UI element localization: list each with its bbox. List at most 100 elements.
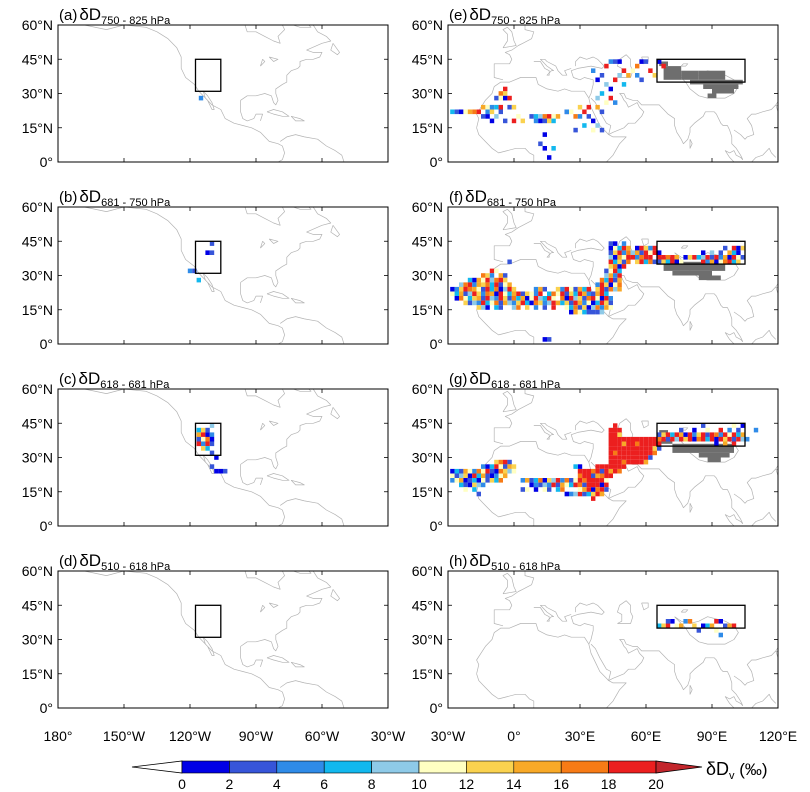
grid-cell bbox=[613, 264, 618, 269]
y-tick-label: 0° bbox=[430, 336, 443, 352]
grid-cell bbox=[494, 268, 499, 274]
grid-cell bbox=[617, 273, 622, 278]
y-tick-label: 60°N bbox=[22, 381, 53, 397]
grid-cell bbox=[564, 478, 569, 483]
grid-cell bbox=[709, 432, 715, 437]
grid-cell bbox=[613, 464, 618, 469]
panel-f: 60°N 45°N 30°N 15°N 0° (f) δD681 - 750 hPa bbox=[412, 187, 779, 352]
coastline bbox=[260, 240, 266, 249]
grid-cell bbox=[709, 623, 715, 629]
grid-cell bbox=[608, 441, 613, 447]
colorbar-segment bbox=[560, 760, 609, 774]
grid-cell bbox=[485, 300, 490, 306]
grid-cell bbox=[454, 468, 459, 474]
grid-cell bbox=[595, 282, 600, 287]
grid-cell bbox=[613, 446, 618, 451]
grid-cell bbox=[573, 127, 578, 133]
grid-cell bbox=[657, 250, 662, 255]
grid-cell bbox=[621, 68, 627, 73]
grid-cell bbox=[481, 300, 486, 306]
grid-cell bbox=[582, 286, 587, 292]
grid-cell bbox=[582, 473, 587, 479]
grid-cell bbox=[736, 432, 741, 437]
grid-cell bbox=[617, 427, 622, 433]
grid-cell bbox=[463, 300, 468, 306]
grid-cell bbox=[573, 482, 578, 488]
grid-cell bbox=[564, 491, 569, 497]
coastline bbox=[293, 207, 312, 210]
grid-cell bbox=[481, 478, 486, 483]
terrain-mask-cell bbox=[672, 270, 712, 276]
coastline bbox=[493, 571, 535, 627]
grid-cell bbox=[459, 282, 464, 287]
grid-cell bbox=[586, 478, 591, 483]
grid-cell bbox=[577, 482, 583, 488]
terrain-mask-cell bbox=[690, 443, 734, 453]
grid-cell bbox=[643, 259, 649, 265]
grid-cell bbox=[481, 104, 486, 110]
grid-cell bbox=[498, 291, 503, 297]
grid-cell bbox=[463, 482, 468, 488]
panel-a: 60°N 45°N 30°N 15°N 0° (a) δD750 - 825 hPa bbox=[22, 5, 389, 170]
grid-cell bbox=[551, 146, 556, 151]
grid-cell bbox=[511, 305, 517, 310]
grid-cell bbox=[599, 109, 605, 115]
coastline bbox=[570, 238, 605, 281]
grid-cell bbox=[209, 423, 215, 428]
grid-cell bbox=[577, 104, 583, 110]
grid-cell bbox=[652, 245, 657, 251]
grid-cell bbox=[639, 441, 644, 447]
y-tick-label: 15°N bbox=[412, 302, 443, 318]
grid-cell bbox=[613, 268, 618, 274]
grid-cell bbox=[714, 441, 719, 447]
grid-cell bbox=[586, 482, 591, 488]
colorbar-tick-label: 4 bbox=[273, 776, 281, 792]
grid-cell bbox=[489, 282, 495, 287]
grid-cell bbox=[476, 277, 481, 283]
grid-cell bbox=[613, 286, 618, 292]
grid-cell bbox=[214, 468, 219, 474]
grid-cell bbox=[608, 468, 613, 474]
y-tick-label: 30°N bbox=[22, 632, 53, 648]
grid-cell bbox=[582, 491, 587, 497]
grid-cell bbox=[696, 432, 701, 437]
grid-cell bbox=[709, 255, 715, 260]
grid-cell bbox=[608, 432, 613, 437]
grid-cell bbox=[595, 104, 600, 110]
grid-cell bbox=[604, 468, 609, 474]
grid-cell bbox=[551, 300, 556, 306]
grid-cell bbox=[648, 446, 653, 451]
grid-cell bbox=[573, 464, 578, 469]
grid-cell bbox=[630, 459, 635, 465]
grid-cell bbox=[454, 286, 459, 292]
grid-cell bbox=[648, 450, 653, 456]
grid-cell bbox=[503, 118, 508, 124]
grid-cell bbox=[701, 623, 706, 629]
coastline bbox=[775, 650, 778, 659]
grid-cell bbox=[525, 487, 530, 492]
grid-cell bbox=[718, 619, 723, 624]
colorbar-tick-label: 20 bbox=[648, 776, 664, 792]
grid-cell bbox=[630, 255, 635, 260]
grid-cell bbox=[608, 95, 613, 101]
grid-cell bbox=[621, 459, 627, 465]
coastline bbox=[476, 491, 535, 526]
grid-cell bbox=[692, 623, 697, 629]
panel-title: (d) δD510 - 618 hPa bbox=[59, 551, 171, 573]
grid-cell bbox=[533, 114, 539, 119]
grid-cell bbox=[714, 436, 719, 442]
region-box bbox=[656, 58, 746, 83]
grid-cell bbox=[608, 450, 613, 456]
grid-cell bbox=[498, 473, 503, 479]
coastline bbox=[590, 97, 612, 135]
grid-cell bbox=[472, 286, 477, 292]
grid-cell bbox=[450, 473, 455, 479]
grid-cell bbox=[533, 118, 539, 124]
grid-cell bbox=[670, 255, 675, 260]
grid-cell bbox=[652, 446, 657, 451]
grid-cell bbox=[639, 77, 644, 83]
grid-cell bbox=[599, 73, 605, 78]
coastline bbox=[240, 25, 332, 106]
grid-cell bbox=[626, 459, 631, 465]
grid-cell bbox=[621, 264, 627, 269]
